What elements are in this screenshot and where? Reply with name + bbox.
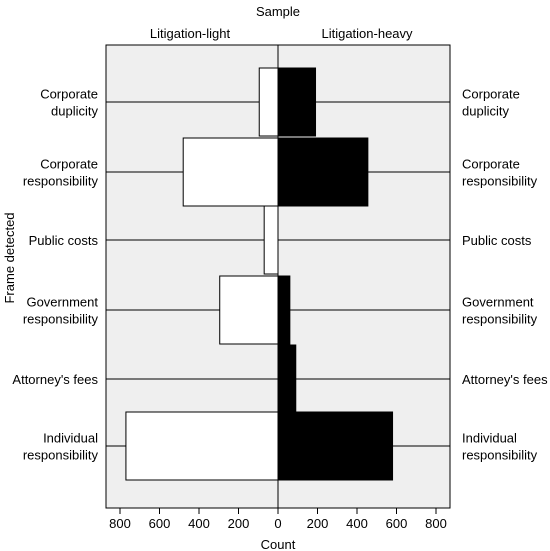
category-label-left: responsibility	[23, 448, 99, 463]
category-label-left: Public costs	[29, 233, 99, 248]
category-label-left: Attorney's fees	[12, 372, 98, 387]
bar-heavy	[277, 67, 317, 137]
category-label-right: duplicity	[462, 104, 509, 119]
bar-light	[182, 137, 279, 207]
category-label-left: Individual	[43, 431, 98, 446]
category-label-right: responsibility	[462, 312, 538, 327]
bar-light	[258, 67, 279, 137]
category-label-right: Corporate	[462, 157, 520, 172]
category-label-left: duplicity	[51, 104, 98, 119]
x-tick-label: 400	[188, 516, 210, 531]
x-tick-label: 200	[228, 516, 250, 531]
series-label-light: Litigation-light	[150, 26, 231, 41]
x-tick-label: 800	[109, 516, 131, 531]
x-tick-label: 600	[386, 516, 408, 531]
chart-title: Sample	[256, 4, 300, 19]
category-label-right: Corporate	[462, 87, 520, 102]
category-label-left: Government	[26, 295, 98, 310]
bar-heavy	[277, 344, 297, 414]
x-tick-label: 600	[149, 516, 171, 531]
category-label-left: Corporate	[40, 157, 98, 172]
x-tick-label: 400	[346, 516, 368, 531]
x-axis-ticks: 800 600 400 200 0 200 400 600 800	[109, 508, 447, 531]
category-label-right: responsibility	[462, 448, 538, 463]
bar-light	[125, 411, 279, 481]
bar-light	[219, 275, 279, 345]
category-label-left: responsibility	[23, 312, 99, 327]
x-tick-label: 0	[274, 516, 281, 531]
series-label-heavy: Litigation-heavy	[321, 26, 413, 41]
category-label-right: Attorney's fees	[462, 372, 548, 387]
bar-heavy	[277, 137, 369, 207]
category-label-right: Individual	[462, 431, 517, 446]
category-label-right: responsibility	[462, 174, 538, 189]
x-axis-label: Count	[261, 537, 296, 551]
bar-heavy	[277, 275, 291, 345]
category-label-right: Government	[462, 295, 534, 310]
bars	[125, 67, 394, 481]
category-label-right: Public costs	[462, 233, 532, 248]
category-labels: Corporate Corporate duplicity duplicity Corp…	[12, 87, 548, 463]
category-label-left: responsibility	[23, 174, 99, 189]
y-axis-label: Frame detected	[2, 212, 17, 303]
bar-light	[263, 205, 279, 275]
category-label-left: Corporate	[40, 87, 98, 102]
x-tick-label: 200	[307, 516, 329, 531]
bar-heavy	[277, 411, 394, 481]
x-tick-label: 800	[425, 516, 447, 531]
